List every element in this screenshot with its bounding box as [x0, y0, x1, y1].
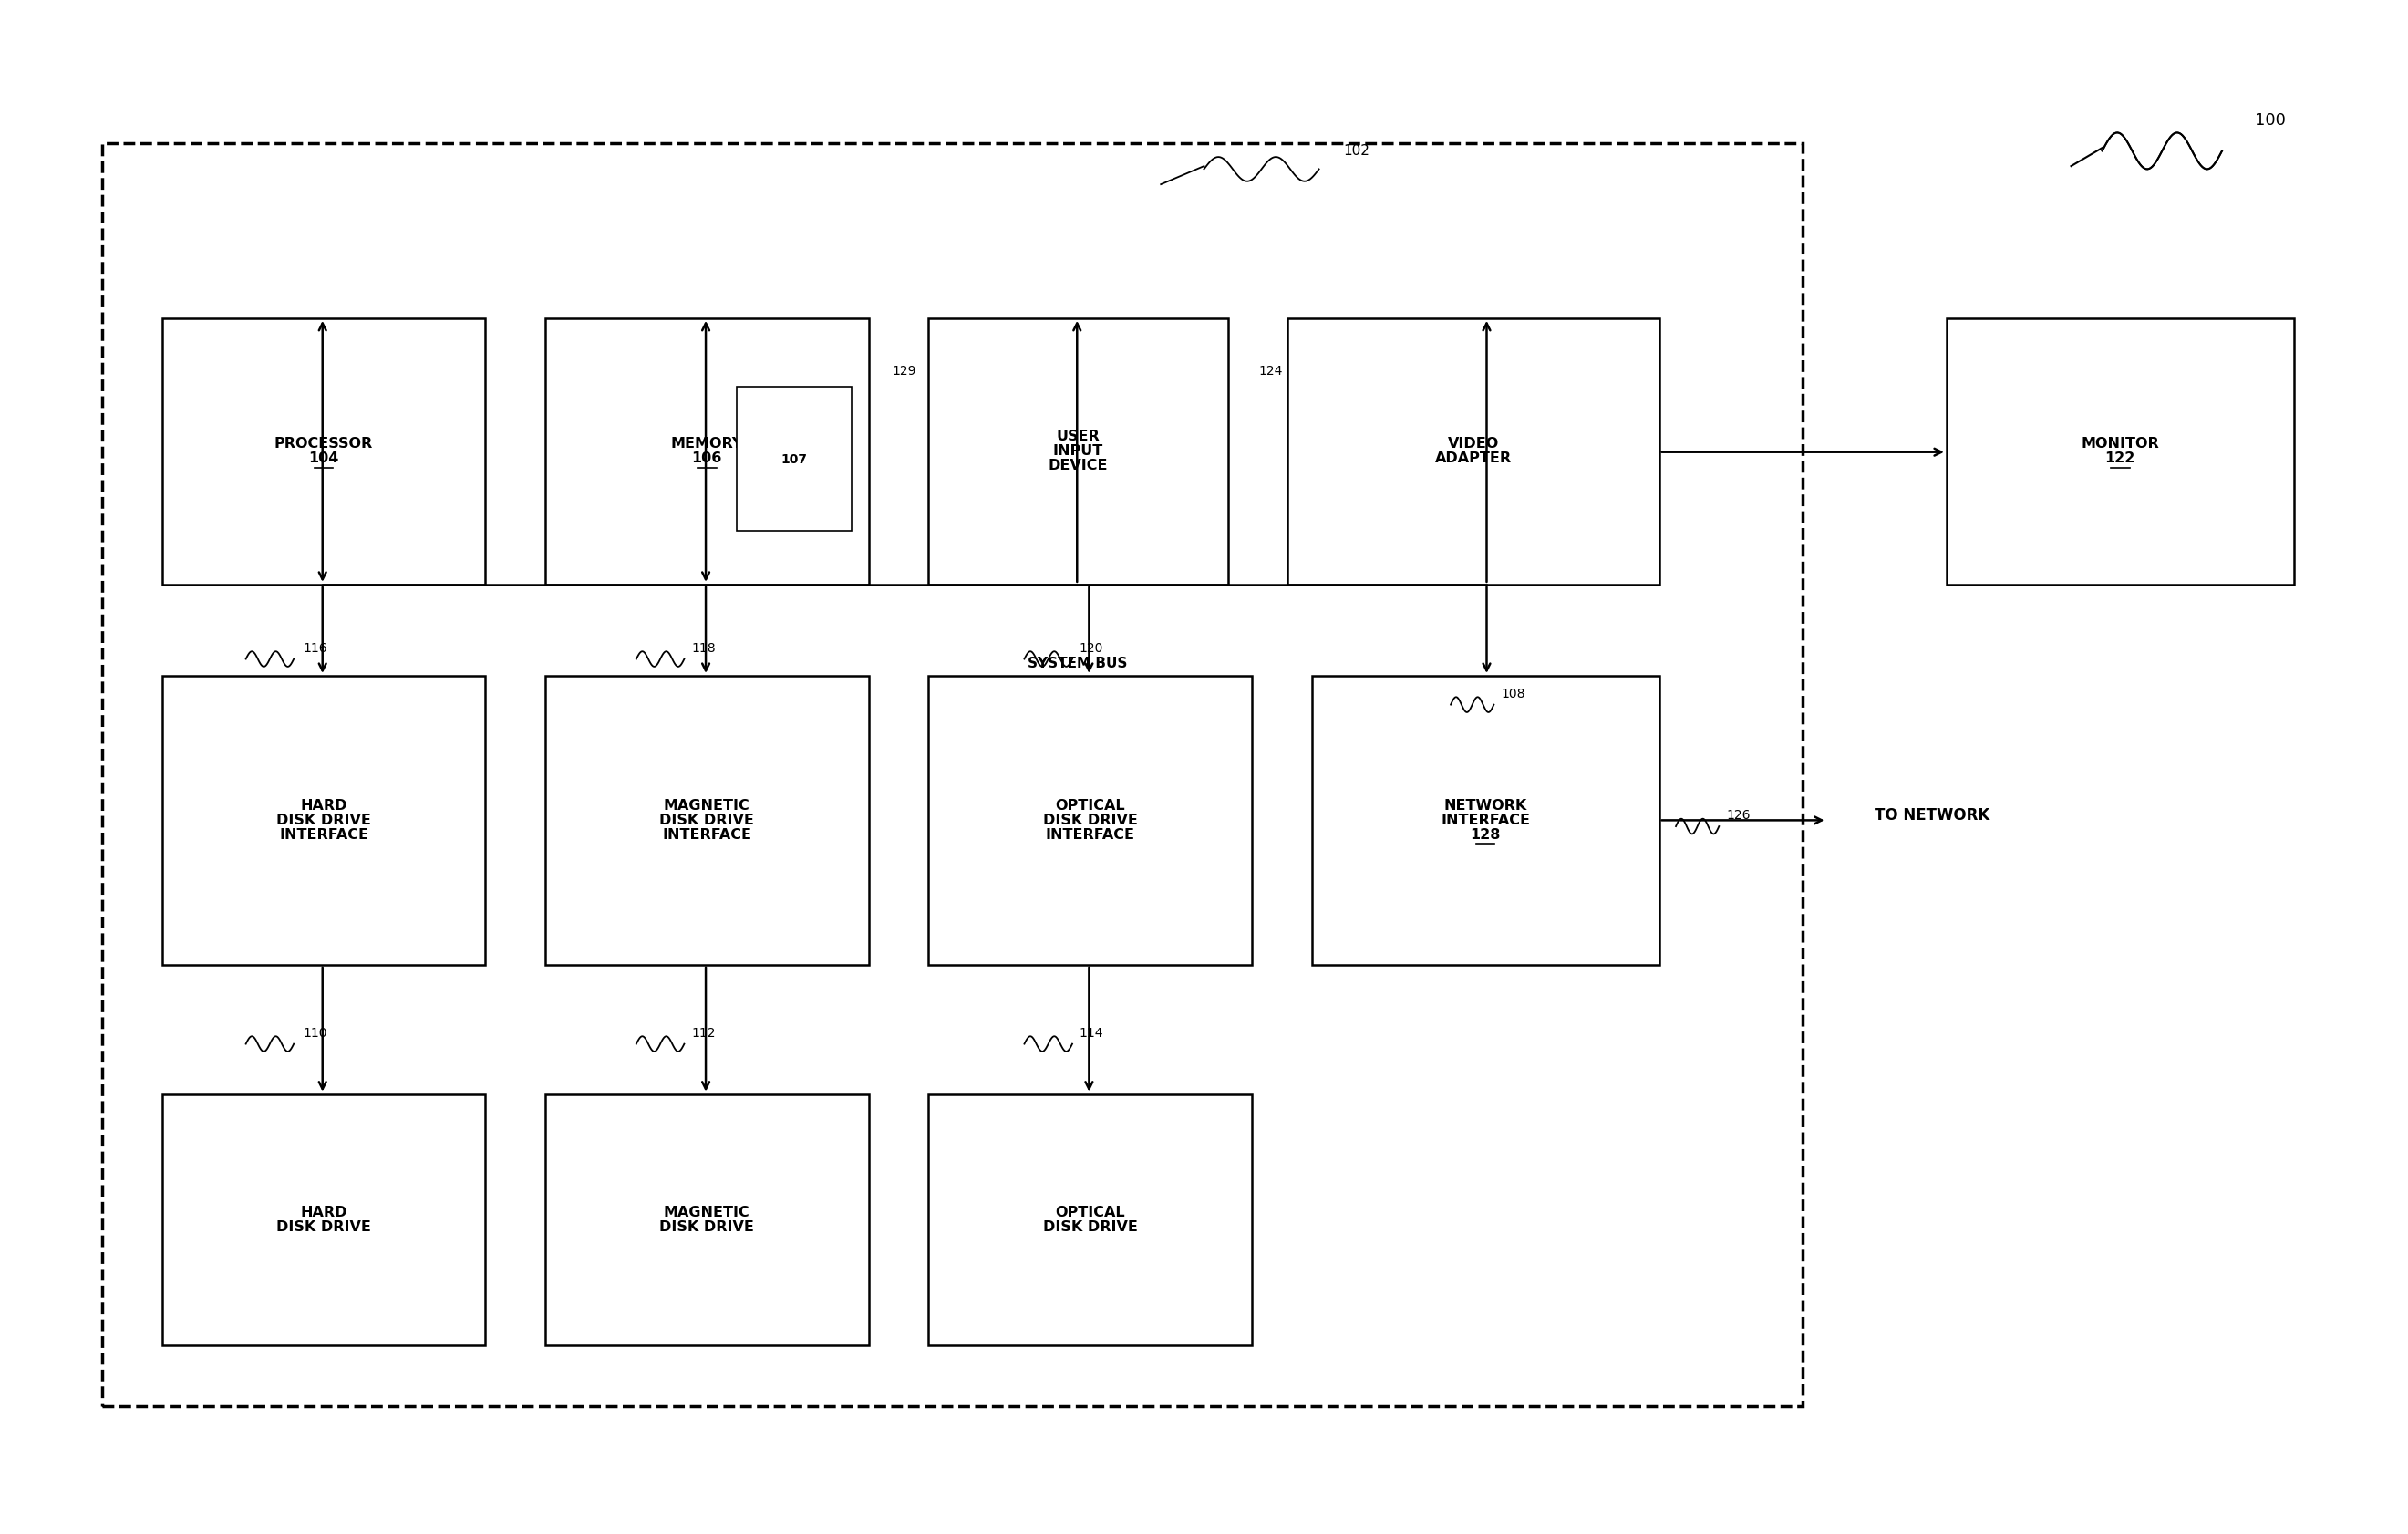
Text: DISK DRIVE: DISK DRIVE: [660, 813, 754, 827]
Text: INTERFACE: INTERFACE: [1045, 828, 1134, 842]
Bar: [1288, 318, 1659, 584]
Text: MAGNETIC: MAGNETIC: [665, 1206, 751, 1220]
Text: 129: 129: [893, 365, 917, 377]
Text: MONITOR: MONITOR: [2081, 437, 2160, 451]
Text: 104: 104: [308, 453, 340, 465]
Text: 124: 124: [1259, 365, 1283, 377]
Text: INTERFACE: INTERFACE: [279, 828, 368, 842]
Text: 110: 110: [303, 1026, 327, 1040]
Text: 114: 114: [1079, 1026, 1103, 1040]
Text: DISK DRIVE: DISK DRIVE: [277, 1220, 371, 1233]
Text: DISK DRIVE: DISK DRIVE: [1043, 1220, 1137, 1233]
Text: INPUT: INPUT: [1052, 445, 1103, 459]
Text: 122: 122: [2105, 453, 2136, 465]
Text: OPTICAL: OPTICAL: [1055, 799, 1125, 813]
Text: HARD: HARD: [301, 1206, 347, 1220]
Bar: [544, 675, 869, 965]
Text: INTERFACE: INTERFACE: [1440, 813, 1529, 827]
Text: 116: 116: [303, 641, 327, 655]
Bar: [161, 1094, 486, 1345]
Bar: [1312, 675, 1659, 965]
Text: MAGNETIC: MAGNETIC: [665, 799, 751, 813]
Bar: [929, 675, 1252, 965]
Text: SYSTEM BUS: SYSTEM BUS: [1028, 657, 1127, 670]
Text: MEMORY: MEMORY: [672, 437, 744, 451]
Text: 128: 128: [1471, 828, 1500, 842]
Text: HARD: HARD: [301, 799, 347, 813]
Bar: [929, 1094, 1252, 1345]
Text: 107: 107: [780, 454, 807, 466]
Bar: [544, 1094, 869, 1345]
Bar: [161, 318, 486, 584]
Text: DEVICE: DEVICE: [1047, 459, 1108, 472]
Text: USER: USER: [1057, 430, 1100, 443]
Text: VIDEO: VIDEO: [1447, 437, 1500, 451]
Text: 118: 118: [691, 641, 715, 655]
Bar: [161, 675, 486, 965]
Text: OPTICAL: OPTICAL: [1055, 1206, 1125, 1220]
Text: 106: 106: [691, 453, 722, 465]
Text: ADAPTER: ADAPTER: [1435, 453, 1512, 465]
Bar: [737, 387, 852, 531]
Text: 112: 112: [691, 1026, 715, 1040]
Text: 102: 102: [1344, 144, 1370, 158]
Text: TO NETWORK: TO NETWORK: [1876, 807, 1989, 824]
Bar: [101, 143, 1804, 1407]
Text: INTERFACE: INTERFACE: [662, 828, 751, 842]
Text: NETWORK: NETWORK: [1445, 799, 1527, 813]
Text: 120: 120: [1079, 641, 1103, 655]
Bar: [1946, 318, 2295, 584]
Text: DISK DRIVE: DISK DRIVE: [660, 1220, 754, 1233]
Text: 108: 108: [1500, 687, 1524, 701]
Text: 100: 100: [2254, 112, 2285, 129]
Text: DISK DRIVE: DISK DRIVE: [277, 813, 371, 827]
Text: PROCESSOR: PROCESSOR: [275, 437, 373, 451]
Bar: [929, 318, 1228, 584]
Text: DISK DRIVE: DISK DRIVE: [1043, 813, 1137, 827]
Text: 126: 126: [1727, 810, 1751, 822]
Bar: [544, 318, 869, 584]
